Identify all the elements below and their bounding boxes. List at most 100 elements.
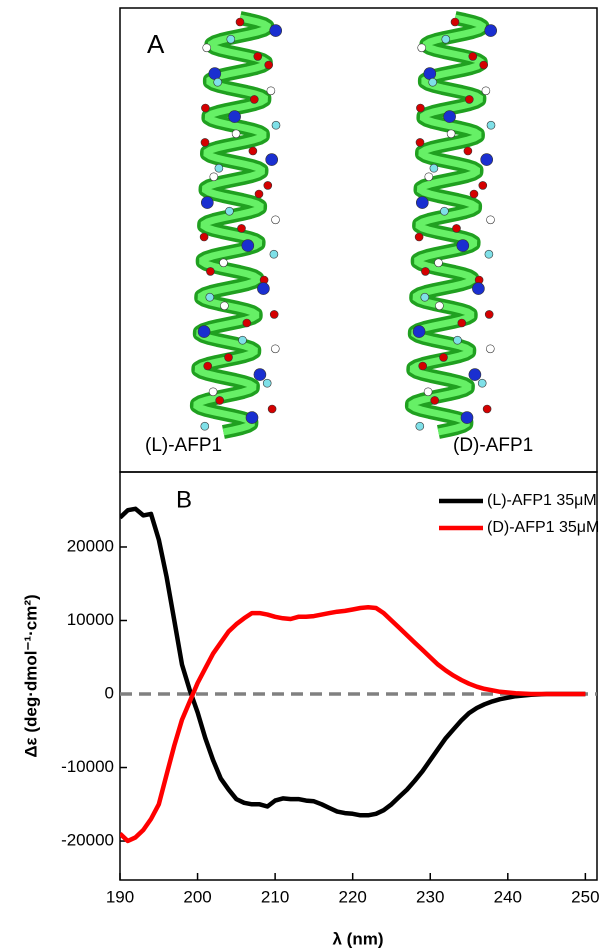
y-tick-label: 0 xyxy=(105,683,114,702)
atom xyxy=(206,267,215,276)
atom xyxy=(264,60,274,70)
atom xyxy=(415,196,429,209)
atom xyxy=(225,206,234,216)
atom xyxy=(428,77,438,87)
series-line xyxy=(120,506,586,818)
plot-frame xyxy=(119,471,598,881)
atom xyxy=(486,120,496,130)
atom xyxy=(414,232,424,242)
atom xyxy=(453,335,462,345)
atom xyxy=(226,34,236,44)
atom xyxy=(214,163,224,173)
atom xyxy=(477,378,487,388)
atom xyxy=(421,267,430,276)
atom xyxy=(434,258,443,268)
atom xyxy=(231,129,241,139)
atom xyxy=(480,153,494,166)
atom xyxy=(265,153,279,166)
atom xyxy=(439,353,448,362)
atom xyxy=(457,318,467,328)
atom xyxy=(424,172,434,182)
atom xyxy=(271,120,281,130)
right-caption: (D)-AFP1 xyxy=(453,435,533,456)
atom xyxy=(203,361,212,371)
x-tick-label: 250 xyxy=(571,887,599,906)
atom xyxy=(263,181,273,190)
atom xyxy=(452,224,461,233)
x-tick-label: 200 xyxy=(183,887,211,906)
atom xyxy=(460,411,474,424)
atom xyxy=(472,282,485,295)
atom xyxy=(446,129,456,139)
atom xyxy=(200,421,210,431)
atom xyxy=(435,301,444,311)
atom xyxy=(482,404,492,414)
atom xyxy=(241,239,255,252)
left-caption: (L)-AFP1 xyxy=(145,435,222,456)
atom xyxy=(197,325,211,338)
atom xyxy=(248,146,258,156)
atom xyxy=(208,387,218,397)
atom xyxy=(213,77,222,87)
atom xyxy=(201,196,214,209)
x-tick-label: 190 xyxy=(106,887,134,906)
x-tick-label: 240 xyxy=(494,887,522,906)
atom xyxy=(416,103,425,113)
atom xyxy=(269,24,283,37)
atom xyxy=(209,172,219,182)
atom xyxy=(267,404,277,414)
atom xyxy=(257,282,270,295)
atom xyxy=(215,396,224,405)
atom xyxy=(479,60,489,70)
atom xyxy=(456,239,470,252)
atom xyxy=(262,378,272,388)
atom xyxy=(205,292,215,302)
atom xyxy=(417,43,427,53)
atom xyxy=(484,310,494,319)
atom xyxy=(201,103,210,113)
y-tick-label: 10000 xyxy=(67,610,114,629)
x-tick-label: 220 xyxy=(338,887,366,906)
atom xyxy=(199,232,209,242)
atom xyxy=(253,52,263,61)
legend-label: (L)-AFP1 35μM xyxy=(487,492,597,509)
x-tick-label: 230 xyxy=(416,887,444,906)
atom xyxy=(237,224,246,233)
y-tick-label: -20000 xyxy=(61,831,114,850)
atom xyxy=(464,95,474,104)
atom xyxy=(208,67,222,80)
atom xyxy=(269,310,279,319)
atom xyxy=(270,344,280,354)
atom xyxy=(269,249,279,259)
atom xyxy=(220,301,229,311)
atom xyxy=(485,344,495,354)
atom xyxy=(481,86,491,96)
atom xyxy=(420,292,430,302)
atom xyxy=(486,215,495,225)
atom xyxy=(418,361,428,371)
atom xyxy=(245,411,259,424)
atom xyxy=(219,258,228,268)
atom xyxy=(238,335,247,345)
helix-ribbon-light xyxy=(193,14,271,436)
atom xyxy=(200,138,210,147)
atom xyxy=(224,353,233,362)
atom xyxy=(228,110,241,123)
atom xyxy=(469,189,479,199)
atom xyxy=(443,110,456,123)
atom xyxy=(441,34,451,44)
atom xyxy=(468,368,482,381)
atom xyxy=(415,138,425,147)
atom xyxy=(468,52,478,61)
legend-label: (D)-AFP1 35μM xyxy=(487,519,599,536)
y-axis-label: Δε (deg·dmol⁻¹·cm²) xyxy=(21,594,40,757)
helix-ribbon-light xyxy=(408,14,486,436)
x-axis-label: λ (nm) xyxy=(333,929,384,948)
atom xyxy=(271,215,280,225)
helices xyxy=(189,11,498,439)
atom xyxy=(242,318,252,328)
atom xyxy=(235,17,245,27)
atom xyxy=(463,146,473,156)
x-tick-label: 210 xyxy=(261,887,289,906)
